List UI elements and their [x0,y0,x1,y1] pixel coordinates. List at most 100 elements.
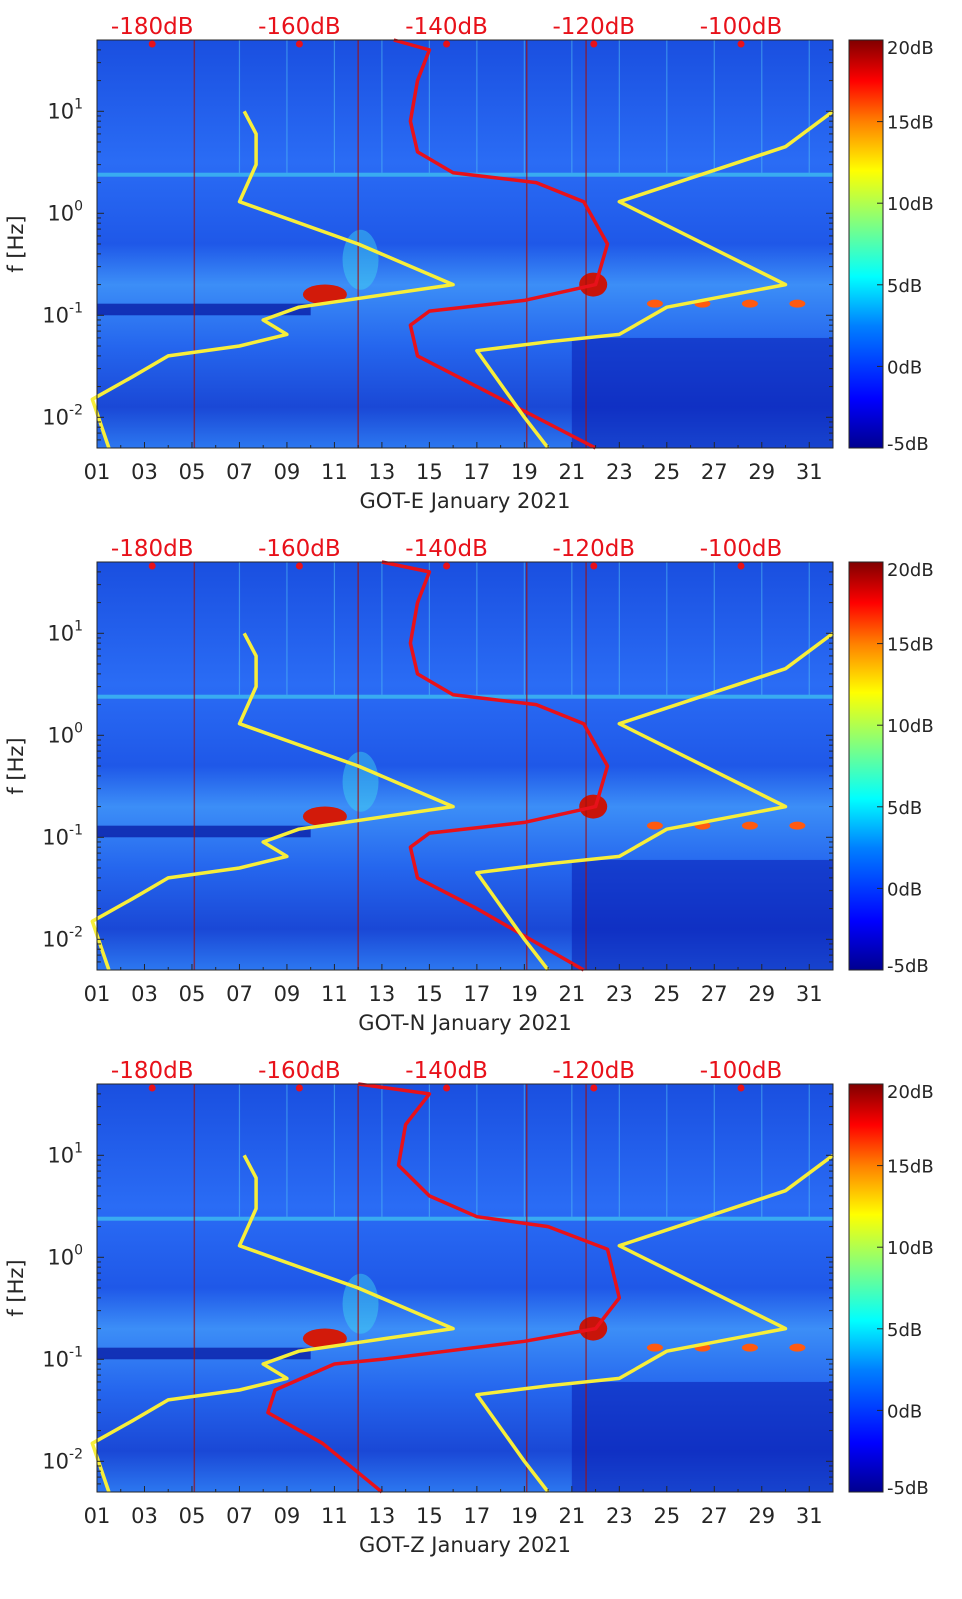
x-tick-label: 25 [653,1504,680,1528]
y-tick-label: 10-2 [42,924,83,951]
colorbar-tick-label: 5dB [887,798,922,819]
x-tick-label: 09 [274,982,301,1006]
power-tick-marker [443,562,451,570]
x-tick-label: 01 [84,1504,111,1528]
power-tick-marker [443,1084,451,1092]
y-tick-label: 10-2 [42,1446,83,1473]
y-tick-label: 101 [47,96,83,123]
power-curve [381,560,610,972]
x-tick-label: 15 [416,982,443,1006]
power-tick-marker [148,1084,156,1092]
x-tick-label: 13 [369,1504,396,1528]
x-tick-label: 03 [131,982,158,1006]
x-tick-label: 15 [416,1504,443,1528]
band-edge [97,1216,833,1221]
colorbar-tick-label: 10dB [887,1238,934,1259]
power-curve [393,38,610,450]
colorbar-tick-label: 15dB [887,113,934,134]
x-tick-label: 05 [179,460,206,484]
power-tick-label: -180dB [111,14,194,40]
x-tick-label: 09 [274,460,301,484]
x-axis-label: GOT-N January 2021 [358,1011,571,1035]
x-tick-label: 03 [131,460,158,484]
x-tick-label: 23 [606,982,633,1006]
colorbar-tick-label: 5dB [887,1320,922,1341]
colorbar-tick-label: -5dB [887,956,929,977]
hot-spot [646,1343,663,1352]
x-tick-label: 01 [84,460,111,484]
hot-spot [646,299,663,308]
hot-spot [646,821,663,830]
y-tick-label: 10-1 [42,300,83,327]
y-tick-label: 100 [47,198,83,225]
dark-region [571,859,833,970]
x-tick-label: 23 [606,1504,633,1528]
x-tick-label: 21 [558,1504,585,1528]
power-tick-marker [148,40,156,48]
x-axis-label: GOT-E January 2021 [360,489,571,513]
x-tick-label: 21 [558,460,585,484]
y-tick-label: 10-2 [42,402,83,429]
x-tick-label: 27 [701,460,728,484]
noise-model-curve [90,1154,455,1493]
power-tick-label: -140dB [405,14,488,40]
colorbar-tick-label: 10dB [887,716,934,737]
power-tick-marker [590,40,598,48]
power-tick-marker [295,40,303,48]
x-tick-label: 27 [701,1504,728,1528]
x-tick-label: 19 [511,1504,538,1528]
x-axis-label: GOT-Z January 2021 [359,1533,571,1557]
power-tick-marker [590,562,598,570]
x-tick-label: 11 [321,1504,348,1528]
colorbar-tick-label: 20dB [887,38,934,59]
y-tick-label: 101 [47,618,83,645]
power-tick-marker [737,1084,745,1092]
power-tick-marker [295,1084,303,1092]
colorbar-tick-label: 15dB [887,1157,934,1178]
x-tick-label: 01 [84,982,111,1006]
hot-spot [789,1343,806,1352]
colorbar [848,561,884,971]
power-tick-label: -120dB [553,1058,636,1084]
y-tick-label: 10-1 [42,822,83,849]
x-tick-label: 25 [653,982,680,1006]
panel-2: 101 100 10-1 10-2 01 03 05 07 09 11 13 15 17 19 21 23 25… [4,536,934,1035]
x-tick-label: 05 [179,982,206,1006]
y-tick-label: 100 [47,1242,83,1269]
x-tick-label: 11 [321,982,348,1006]
x-tick-label: 17 [464,1504,491,1528]
power-tick-label: -100dB [700,14,783,40]
x-tick-label: 31 [796,460,823,484]
y-axis-label: f [Hz] [4,215,28,272]
power-tick-label: -160dB [258,536,341,562]
power-tick-label: -160dB [258,1058,341,1084]
x-tick-label: 07 [226,460,253,484]
x-tick-label: 07 [226,982,253,1006]
x-tick-label: 23 [606,460,633,484]
hot-spot [302,284,347,305]
y-tick-label: 100 [47,720,83,747]
panel-3: 101 100 10-1 10-2 01 03 05 07 09 11 13 15 17 19 21 23 25… [4,1058,934,1557]
y-axis-label: f [Hz] [4,1259,28,1316]
power-tick-marker [148,562,156,570]
x-tick-label: 29 [748,1504,775,1528]
power-curve [266,1082,622,1494]
colorbar-tick-label: 20dB [887,560,934,581]
x-tick-label: 05 [179,1504,206,1528]
hot-spot [302,806,347,827]
power-tick-label: -160dB [258,14,341,40]
x-tick-label: 17 [464,460,491,484]
x-tick-label: 31 [796,1504,823,1528]
y-tick-label: 10-1 [42,1344,83,1371]
x-tick-label: 15 [416,460,443,484]
colorbar-tick-label: 20dB [887,1082,934,1103]
dark-region [97,1347,311,1360]
power-tick-marker [443,40,451,48]
noise-model-curve [90,632,455,971]
noise-model-curve [475,109,835,450]
colorbar [848,1083,884,1493]
power-tick-marker [737,562,745,570]
x-tick-label: 19 [511,460,538,484]
bright-region [342,1273,379,1334]
bright-region [342,751,379,812]
